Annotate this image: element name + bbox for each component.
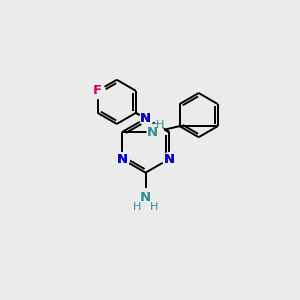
- Text: N: N: [140, 112, 151, 125]
- Text: H: H: [156, 120, 164, 130]
- Text: N: N: [117, 153, 128, 166]
- Text: N: N: [164, 153, 175, 166]
- Text: H: H: [150, 202, 159, 212]
- Text: N: N: [164, 153, 175, 166]
- Text: H: H: [133, 202, 141, 212]
- Text: N: N: [140, 112, 151, 125]
- Text: N: N: [117, 153, 128, 166]
- Text: N: N: [140, 191, 151, 204]
- Text: N: N: [147, 125, 158, 139]
- Text: F: F: [93, 84, 102, 97]
